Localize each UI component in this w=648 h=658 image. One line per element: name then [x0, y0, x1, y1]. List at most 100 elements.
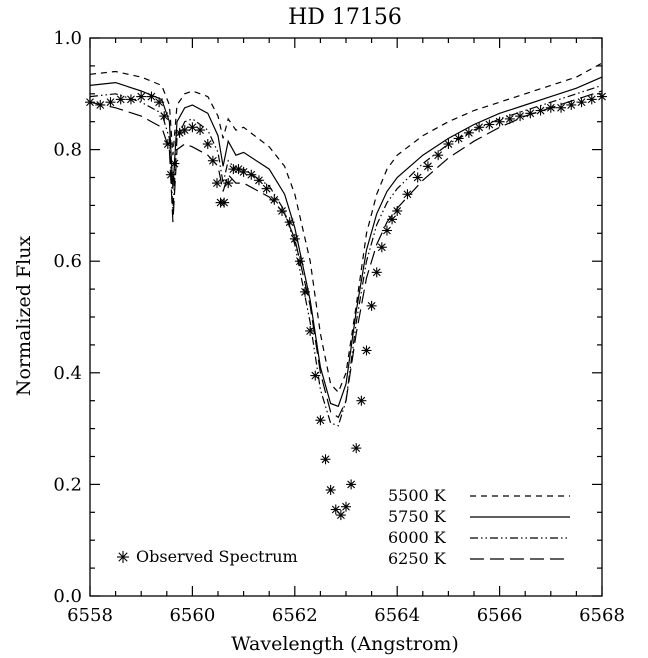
- x-tick-label: 6562: [272, 605, 318, 626]
- observed-point: [238, 166, 249, 177]
- observed-point: [289, 233, 300, 244]
- observed-point: [351, 443, 362, 454]
- observed-point: [381, 225, 392, 236]
- legend-label-observed: Observed Spectrum: [136, 547, 298, 566]
- series-line-6000-k: [89, 84, 603, 427]
- observed-point: [187, 122, 198, 133]
- observed-point: [125, 94, 136, 105]
- observed-point: [277, 205, 287, 216]
- observed-point: [211, 178, 222, 189]
- series-line-6250-k: [89, 90, 603, 419]
- observed-point: [174, 127, 185, 138]
- model-series: [89, 62, 603, 427]
- observed-point: [223, 178, 234, 189]
- legend-swatch-observed: [117, 551, 129, 563]
- x-tick-label: 6568: [579, 605, 625, 626]
- x-axis-label: Wavelength (Angstrom): [231, 633, 459, 655]
- x-tick-label: 6566: [477, 605, 523, 626]
- observed-point: [346, 479, 357, 490]
- observed-point: [335, 510, 346, 521]
- observed-points: [85, 91, 607, 521]
- legend: 5500 K 5750 K 6000 K 6250 K Observed Spectru…: [117, 486, 570, 568]
- plot-frame: [89, 37, 603, 597]
- observed-point: [366, 300, 377, 311]
- observed-point: [233, 164, 244, 175]
- observed-point: [494, 116, 505, 127]
- observed-point: [356, 395, 367, 406]
- observed-point: [165, 169, 176, 180]
- legend-label: 6250 K: [388, 549, 447, 568]
- observed-point: [207, 155, 218, 166]
- observed-point: [387, 214, 398, 225]
- observed-point: [504, 113, 515, 124]
- observed-point: [515, 111, 526, 122]
- observed-point: [179, 125, 190, 136]
- y-tick-label: 0.6: [53, 251, 82, 272]
- observed-point: [162, 139, 173, 150]
- observed-point: [269, 194, 280, 205]
- observed-point: [261, 183, 272, 194]
- observed-point: [474, 122, 485, 133]
- observed-point: [525, 108, 536, 119]
- y-tick-label: 0.8: [53, 140, 82, 161]
- observed-point: [315, 415, 326, 426]
- y-tick-label: 0.0: [53, 586, 82, 607]
- legend-label: 5750 K: [388, 507, 447, 526]
- observed-point: [246, 169, 257, 180]
- observed-point: [95, 99, 106, 110]
- y-tick-label: 1.0: [53, 28, 82, 49]
- observed-point: [202, 139, 213, 150]
- observed-point: [310, 370, 321, 381]
- observed-point: [402, 189, 413, 200]
- observed-point: [433, 150, 444, 161]
- observed-point: [294, 256, 305, 267]
- observed-point: [320, 454, 331, 465]
- observed-point: [300, 286, 311, 297]
- legend-label: 5500 K: [388, 486, 447, 505]
- observed-point: [422, 161, 433, 172]
- observed-point: [169, 158, 180, 169]
- observed-point: [361, 345, 372, 356]
- observed-point: [284, 217, 295, 228]
- observed-point: [576, 97, 587, 108]
- observed-point: [484, 119, 495, 130]
- observed-point: [412, 172, 423, 183]
- observed-point: [545, 102, 556, 113]
- observed-point: [253, 175, 264, 186]
- observed-point: [305, 325, 316, 336]
- observed-point: [159, 111, 170, 122]
- legend-label: 6000 K: [388, 528, 447, 547]
- chart-title: HD 17156: [288, 5, 402, 30]
- observed-point: [85, 97, 95, 108]
- observed-point: [341, 501, 351, 512]
- observed-point: [392, 205, 403, 216]
- x-tick-label: 6564: [374, 605, 420, 626]
- observed-point: [136, 91, 147, 102]
- observed-point: [219, 197, 230, 208]
- x-tick-label: 6560: [169, 605, 215, 626]
- y-tick-label: 0.2: [53, 474, 82, 495]
- observed-point: [115, 94, 126, 105]
- x-tick-label: 6558: [67, 605, 113, 626]
- observed-point: [195, 125, 206, 136]
- axis-ticks: 6558 6560 6562 6564 6566 6568 0.0 0.2 0.4 0.6 0.8 1…: [53, 28, 625, 626]
- observed-point: [376, 242, 387, 253]
- observed-point: [146, 91, 157, 102]
- observed-point: [535, 105, 546, 116]
- y-tick-label: 0.4: [53, 363, 82, 384]
- observed-point: [586, 94, 597, 105]
- observed-point: [105, 97, 116, 108]
- y-axis-label: Normalized Flux: [13, 236, 35, 397]
- observed-point: [154, 97, 165, 108]
- observed-point: [566, 99, 577, 110]
- observed-point: [325, 484, 336, 495]
- series-line-5750-k: [89, 76, 603, 408]
- observed-point: [597, 91, 607, 102]
- observed-point: [443, 139, 454, 150]
- series-line-5500-k: [89, 62, 603, 394]
- observed-point: [463, 127, 474, 138]
- observed-point: [371, 267, 382, 278]
- observed-point: [453, 133, 464, 144]
- observed-point: [556, 102, 567, 113]
